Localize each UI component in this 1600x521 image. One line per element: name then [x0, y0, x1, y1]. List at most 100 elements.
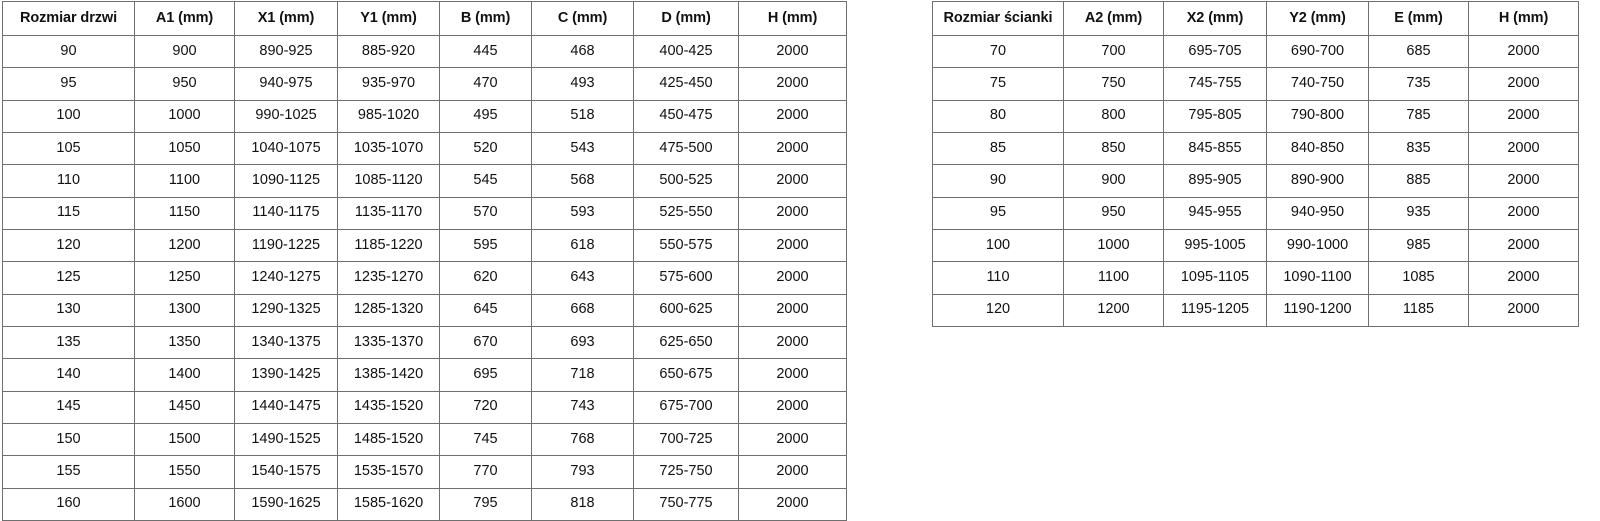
table-row: 105 1050 1040-1075 1035-1070 520 543 475-500 20…	[2, 131, 847, 166]
table-cell: 645	[439, 293, 532, 327]
table-cell: 105	[2, 131, 135, 166]
table-cell: 130	[2, 293, 135, 327]
table-cell: 100	[932, 228, 1064, 263]
table-cell: 400-425	[633, 34, 739, 69]
table-cell: 1350	[134, 325, 235, 360]
table-cell: 1000	[1063, 228, 1164, 263]
table-cell: 740-750	[1266, 67, 1369, 101]
table-row: 135 1350 1340-1375 1335-1370 670 693 625-650 20…	[2, 325, 847, 360]
column-header-5: E (mm)	[1368, 1, 1469, 36]
table-cell: 2000	[738, 293, 847, 327]
door-size-table: Rozmiar drzwi A1 (mm) X1 (mm) Y1 (mm) B (mm)…	[2, 1, 847, 521]
table-cell: 2000	[738, 196, 847, 230]
table-cell: 725-750	[633, 455, 739, 489]
table-cell: 1535-1570	[337, 455, 440, 489]
table-cell: 743	[531, 390, 634, 424]
table-cell: 2000	[1468, 196, 1579, 230]
wall-panel-size-table: Rozmiar ścianki A2 (mm) X2 (mm) Y2 (mm) E (m…	[932, 1, 1579, 327]
column-header-6: C (mm)	[531, 1, 634, 36]
table-cell: 990-1000	[1266, 228, 1369, 263]
column-header-2: A2 (mm)	[1063, 1, 1164, 36]
table-row: 95 950 945-955 940-950 935 2000	[932, 196, 1579, 230]
column-header-7: D (mm)	[633, 1, 739, 36]
table-cell: 1440-1475	[234, 390, 338, 424]
table-cell: 690-700	[1266, 34, 1369, 69]
table-cell: 2000	[738, 487, 847, 521]
table-cell: 593	[531, 196, 634, 230]
column-header-4: Y1 (mm)	[337, 1, 440, 36]
table-row: 80 800 795-805 790-800 785 2000	[932, 99, 1579, 133]
table-cell: 1390-1425	[234, 358, 338, 392]
table-cell: 568	[531, 164, 634, 198]
table-cell: 940-950	[1266, 196, 1369, 230]
table-cell: 90	[2, 34, 135, 69]
table-cell: 1185	[1368, 293, 1469, 327]
door-table-body: 90 900 890-925 885-920 445 468 400-425 2000 95 95…	[2, 34, 847, 521]
table-cell: 1450	[134, 390, 235, 424]
table-cell: 850	[1063, 131, 1164, 166]
table-cell: 75	[932, 67, 1064, 101]
table-cell: 1040-1075	[234, 131, 338, 166]
table-cell: 818	[531, 487, 634, 521]
table-cell: 2000	[738, 390, 847, 424]
table-cell: 1340-1375	[234, 325, 338, 360]
table-cell: 750-775	[633, 487, 739, 521]
table-cell: 1085-1120	[337, 164, 440, 198]
table-cell: 1195-1205	[1163, 293, 1267, 327]
table-header-row: Rozmiar ścianki A2 (mm) X2 (mm) Y2 (mm) E (m…	[932, 1, 1579, 36]
table-cell: 1190-1200	[1266, 293, 1369, 327]
table-row: 95 950 940-975 935-970 470 493 425-450 2000	[2, 67, 847, 101]
table-cell: 675-700	[633, 390, 739, 424]
table-row: 100 1000 990-1025 985-1020 495 518 450-475 2000	[2, 99, 847, 133]
table-cell: 1300	[134, 293, 235, 327]
table-cell: 110	[2, 164, 135, 198]
table-cell: 1000	[134, 99, 235, 133]
table-cell: 155	[2, 455, 135, 489]
table-cell: 2000	[1468, 67, 1579, 101]
table-cell: 625-650	[633, 325, 739, 360]
table-row: 70 700 695-705 690-700 685 2000	[932, 34, 1579, 69]
table-cell: 1335-1370	[337, 325, 440, 360]
table-row: 115 1150 1140-1175 1135-1170 570 593 525-550 20…	[2, 196, 847, 230]
table-cell: 890-900	[1266, 164, 1369, 198]
table-cell: 550-575	[633, 228, 739, 263]
table-cell: 845-855	[1163, 131, 1267, 166]
table-cell: 2000	[1468, 34, 1579, 69]
table-row: 110 1100 1095-1105 1090-1100 1085 2000	[932, 261, 1579, 295]
table-cell: 650-675	[633, 358, 739, 392]
table-cell: 80	[932, 99, 1064, 133]
table-cell: 745-755	[1163, 67, 1267, 101]
table-cell: 750	[1063, 67, 1164, 101]
table-cell: 795	[439, 487, 532, 521]
table-cell: 900	[134, 34, 235, 69]
table-cell: 1540-1575	[234, 455, 338, 489]
table-cell: 835	[1368, 131, 1469, 166]
table-row: 110 1100 1090-1125 1085-1120 545 568 500-525 20…	[2, 164, 847, 198]
table-cell: 543	[531, 131, 634, 166]
table-row: 90 900 890-925 885-920 445 468 400-425 2000	[2, 34, 847, 69]
table-row: 155 1550 1540-1575 1535-1570 770 793 725-750 20…	[2, 455, 847, 489]
column-header-6: H (mm)	[1468, 1, 1579, 36]
table-cell: 900	[1063, 164, 1164, 198]
table-cell: 2000	[738, 325, 847, 360]
table-cell: 2000	[1468, 164, 1579, 198]
table-row: 120 1200 1195-1205 1190-1200 1185 2000	[932, 293, 1579, 327]
column-header-3: X1 (mm)	[234, 1, 338, 36]
column-header-3: X2 (mm)	[1163, 1, 1267, 36]
table-cell: 1085	[1368, 261, 1469, 295]
table-cell: 450-475	[633, 99, 739, 133]
table-cell: 2000	[738, 422, 847, 457]
table-cell: 95	[2, 67, 135, 101]
table-cell: 2000	[738, 261, 847, 295]
table-cell: 950	[1063, 196, 1164, 230]
table-cell: 1385-1420	[337, 358, 440, 392]
table-cell: 115	[2, 196, 135, 230]
table-cell: 935-970	[337, 67, 440, 101]
table-cell: 145	[2, 390, 135, 424]
column-header-5: B (mm)	[439, 1, 532, 36]
table-cell: 95	[932, 196, 1064, 230]
table-cell: 1500	[134, 422, 235, 457]
table-cell: 985	[1368, 228, 1469, 263]
table-row: 145 1450 1440-1475 1435-1520 720 743 675-700 20…	[2, 390, 847, 424]
table-cell: 570	[439, 196, 532, 230]
